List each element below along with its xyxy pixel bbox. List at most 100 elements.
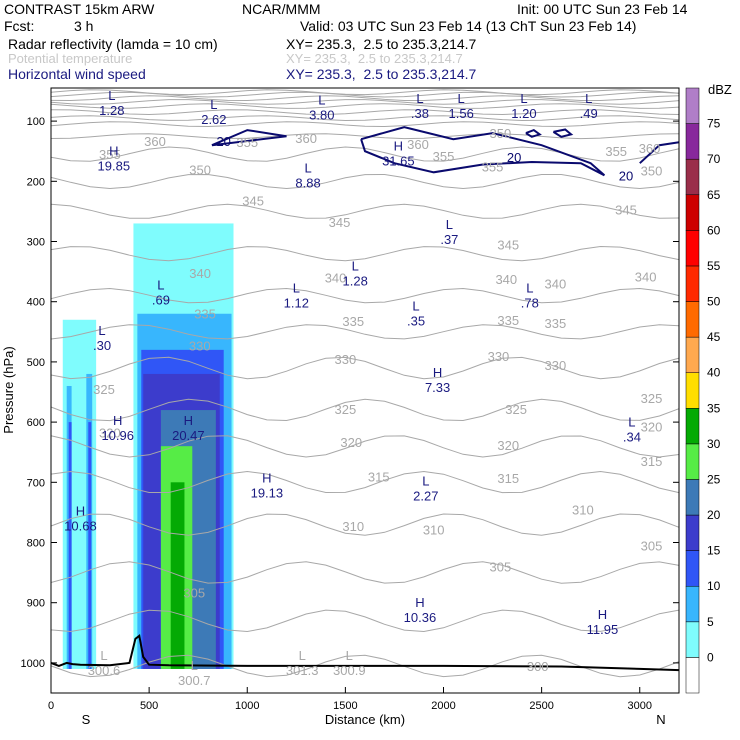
field-wind: Horizontal wind speed [8,66,146,82]
x-end-right: N [656,712,665,727]
theta-label: 305 [183,585,205,600]
theta-label: 330 [545,358,567,373]
extremum-letter: L [100,648,107,663]
extremum-letter: L [526,281,533,296]
y-tick-label: 200 [27,176,45,188]
theta-label: 335 [194,307,216,322]
wind-contour [525,128,542,138]
theta-label: 360 [144,134,166,149]
extremum-value: 19.85 [98,158,131,173]
theta-label: 340 [545,277,567,292]
extremum-letter: L [458,91,465,106]
colorbar-tick-label: 25 [707,472,721,486]
colorbar-swatch [685,621,700,658]
extremum-letter: H [394,139,403,154]
theta-label: 325 [505,402,527,417]
x-tick-label: 3000 [628,700,652,712]
theta-label: 345 [242,194,264,209]
colorbar-swatch [685,479,700,516]
colorbar-swatch [685,585,700,623]
contour-labels: 360 355 360 360 355 350 355 360 355 350 350 355 345 3… [64,88,662,688]
theta-label: 345 [497,238,519,253]
y-tick-label: 600 [27,417,45,429]
colorbar-tick-label: 40 [707,366,721,380]
theta-contour [50,121,680,128]
theta-label: 345 [615,203,637,218]
wind-contour [360,126,606,177]
extremum-letter: L [422,473,429,488]
plot-frame [50,87,680,694]
y-tick-label: 1000 [21,658,45,670]
theta-label: 355 [99,147,121,162]
wind-contour [639,141,680,164]
theta-contour [50,103,680,109]
field-theta: Potential temperature [8,51,133,66]
extremum-value: 301.3 [286,663,319,678]
x-axis-label: Distance (km) [325,712,405,727]
theta-label: 330 [335,352,357,367]
theta-label: 315 [368,469,390,484]
extremum-value: 1.28 [343,273,368,288]
theta-label: 305 [490,560,512,575]
wind-contours [211,126,680,177]
extremum-letter: H [76,503,85,518]
theta-contour [50,654,680,678]
extremum-letter: H [433,365,442,380]
y-tick-label: 900 [27,598,45,610]
theta-contour [50,245,680,262]
extremum-letter: H [113,413,122,428]
theta-label: 350 [490,126,512,141]
extremum-value: 1.28 [99,103,124,118]
theta-label: 335 [342,314,364,329]
colorbar-tick-label: 60 [707,223,721,237]
theta-label: 315 [497,471,519,486]
reflectivity-cell [170,482,185,669]
theta-contour [50,203,680,219]
colorbar-swatch [685,158,700,196]
reflectivity-cell [68,422,72,669]
fcst-label: Fcst: [4,18,35,34]
extremum-value: 10.68 [64,518,97,533]
theta-label: 335 [497,313,519,328]
colorbar-tick-label: 15 [707,544,721,558]
theta-label: 310 [423,522,445,537]
terrain-line [50,634,680,672]
colorbar-tick-label: 30 [707,437,721,451]
theta-label: 355 [236,135,258,150]
extremum-value: .37 [440,232,458,247]
theta-label: 355 [605,144,627,159]
theta-label: 330 [189,339,211,354]
colorbar-tick-label: 35 [707,401,721,415]
theta-label: 305 [641,539,663,554]
y-tick-label: 300 [27,237,45,249]
wind-label: 20 [619,168,633,183]
colorbar-tick-label: 65 [707,188,721,202]
fcst-value: 3 h [74,18,94,34]
theta-label: 350 [641,163,663,178]
field-wind-xy: XY= 235.3, 2.5 to 235.3,214.7 [286,66,477,82]
theta-label: 325 [641,391,663,406]
extremum-value: 1.20 [511,106,536,121]
colorbar-unit: dBZ [708,82,732,97]
y-tick-label: 800 [27,538,45,550]
extremum-letter: L [157,278,164,293]
colorbar-tick-label: 50 [707,295,721,309]
x-tick-label: 2000 [431,700,455,712]
axes: 0 500 1000 1500 2000 2500 3000 100 200 300 400 500 6… [21,116,679,712]
colorbar-swatch [685,123,700,160]
colorbar-swatch [685,550,700,587]
extremum-letter: L [98,323,105,338]
extremum-value: 10.96 [101,428,134,443]
extremum-value: .34 [623,429,641,444]
theta-label: 325 [93,382,115,397]
theta-label: 315 [641,454,663,469]
theta-contour [50,89,680,96]
y-axis-label: Pressure (hPa) [1,346,16,433]
y-tick-label: 700 [27,477,45,489]
theta-label: 325 [335,402,357,417]
extremum-letter: L [318,92,325,107]
colorbar-swatch [685,301,700,338]
x-tick-label: 500 [140,700,158,712]
colorbar-swatch [685,265,700,302]
